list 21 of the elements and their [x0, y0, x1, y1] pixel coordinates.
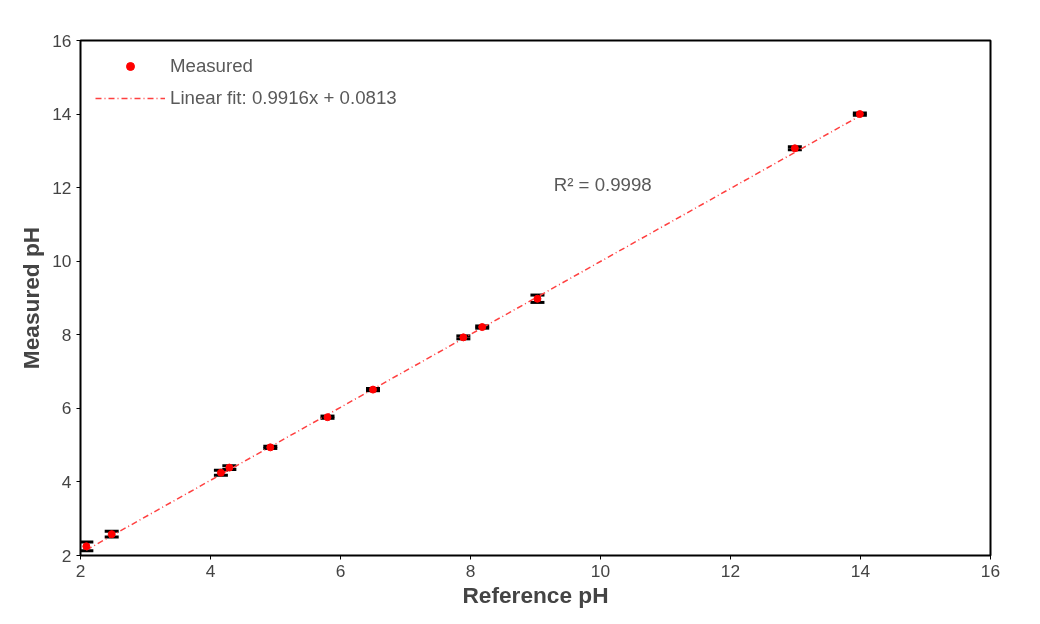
y-tick-label: 2 [61, 545, 72, 566]
y-tick-label: 4 [61, 471, 72, 492]
y-axis-title: Measured pH [18, 226, 45, 370]
x-tick-label: 14 [850, 560, 871, 581]
y-tick-label: 16 [52, 30, 72, 51]
legend-label: Measured [170, 55, 253, 77]
x-tick-label: 16 [980, 560, 1001, 581]
x-tick-label: 4 [205, 560, 216, 581]
x-tick-label: 2 [75, 560, 86, 581]
x-tick-label: 8 [465, 560, 476, 581]
x-tick-label: 10 [590, 560, 611, 581]
legend-label: Linear fit: 0.9916x + 0.0813 [170, 87, 397, 109]
x-tick-label: 12 [720, 560, 741, 581]
y-tick-label: 14 [52, 104, 72, 125]
y-tick-label: 6 [61, 398, 72, 419]
x-tick-label: 6 [335, 560, 346, 581]
annotation: R² = 0.9998 [553, 174, 652, 195]
x-axis-title: Reference pH [462, 581, 609, 608]
y-tick-label: 10 [52, 251, 72, 272]
y-tick-label: 8 [61, 324, 72, 345]
y-tick-label: 12 [52, 177, 72, 198]
